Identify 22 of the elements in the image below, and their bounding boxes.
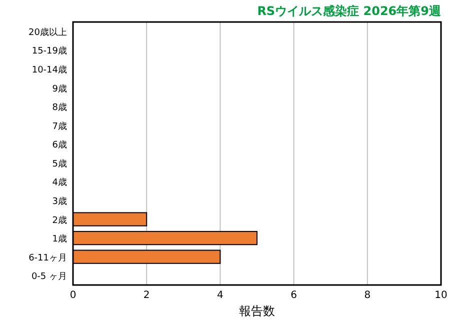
x-tick-label: 6 bbox=[290, 290, 297, 301]
chart-title: RSウイルス感染症 2026年第9週 bbox=[257, 4, 442, 18]
y-tick-label: 8歳 bbox=[52, 102, 67, 114]
y-tick-label: 4歳 bbox=[52, 177, 67, 188]
y-tick-label: 7歳 bbox=[52, 120, 67, 132]
y-tick-label: 3歳 bbox=[52, 196, 67, 207]
y-tick-label: 10-14歳 bbox=[32, 64, 67, 76]
y-tick-label: 15-19歳 bbox=[32, 46, 67, 57]
y-tick-label: 6-11ヶ月 bbox=[28, 253, 67, 264]
y-tick-label: 5歳 bbox=[52, 158, 67, 170]
x-tick-label: 8 bbox=[364, 290, 371, 301]
x-axis-title: 報告数 bbox=[239, 304, 275, 318]
y-tick-label: 0-5 ヶ月 bbox=[31, 272, 67, 282]
y-tick-label: 6歳 bbox=[52, 140, 67, 151]
y-tick-label: 9歳 bbox=[52, 83, 67, 94]
x-tick-label: 4 bbox=[217, 290, 224, 301]
x-tick-label: 2 bbox=[143, 290, 150, 301]
x-tick-label: 10 bbox=[434, 290, 448, 301]
y-tick-label: 20歳以上 bbox=[28, 26, 67, 38]
y-tick-label: 2歳 bbox=[52, 214, 67, 226]
y-tick-label: 1歳 bbox=[52, 234, 67, 245]
x-tick-label: 0 bbox=[70, 290, 76, 301]
